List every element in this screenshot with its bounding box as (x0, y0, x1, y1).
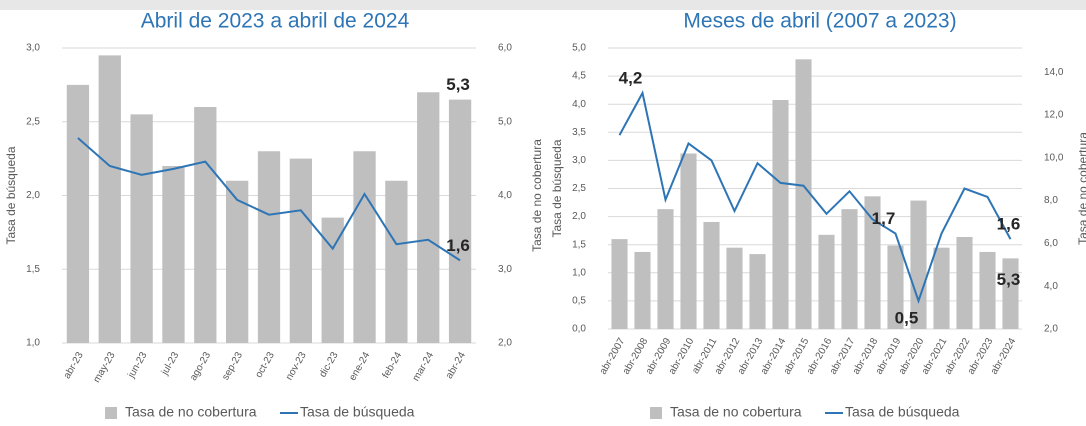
bar (417, 92, 440, 343)
bar (933, 247, 950, 329)
y-tick-label: 1,5 (26, 264, 40, 275)
legend-label: Tasa de búsqueda (300, 404, 415, 420)
bar (657, 209, 674, 329)
x-tick-label: oct-23 (253, 350, 277, 380)
bar (162, 166, 185, 343)
y-tick-label: 2,5 (26, 116, 40, 127)
bar (979, 251, 996, 329)
y-tick-label: 1,5 (572, 239, 586, 250)
legend-label: Tasa de no cobertura (125, 404, 257, 420)
x-tick-label: nov-23 (284, 350, 309, 382)
y2-tick-label: 3,0 (498, 264, 512, 275)
y2-tick-label: 2,0 (1044, 324, 1058, 335)
x-tick-label: mar-24 (411, 350, 437, 383)
x-tick-label: abr-23 (62, 350, 86, 381)
bar (385, 180, 408, 343)
y-tick-label: 5,0 (572, 43, 586, 54)
y-tick-label: 3,0 (26, 43, 40, 54)
legend-swatch (650, 407, 662, 419)
x-tick-label: feb-24 (381, 350, 405, 380)
bar (611, 239, 628, 329)
y-tick-label: 4,5 (572, 71, 586, 82)
y-tick-label: 3,0 (572, 155, 586, 166)
y2-tick-label: 6,0 (498, 43, 512, 54)
legend-swatch (105, 407, 117, 419)
chart-title: Meses de abril (2007 a 2023) (683, 10, 956, 33)
bar (887, 245, 904, 329)
bar (772, 100, 789, 329)
y2-tick-label: 12,0 (1044, 110, 1064, 121)
x-tick-label: jul-23 (159, 350, 181, 378)
bar (634, 251, 651, 329)
bar (910, 200, 927, 329)
legend-label: Tasa de no cobertura (670, 404, 802, 420)
value-label: 1,7 (872, 209, 896, 228)
x-tick-label: jun-23 (126, 350, 150, 381)
bar (289, 158, 312, 343)
x-tick-label: abr-24 (444, 350, 468, 381)
y-tick-label: 4,0 (572, 99, 586, 110)
y-tick-label: 2,0 (26, 190, 40, 201)
y2-axis-title: Tasa de no cobertura (530, 139, 544, 252)
bar (841, 209, 858, 329)
y-tick-label: 2,5 (572, 183, 586, 194)
bar (66, 84, 90, 343)
bar (956, 236, 973, 329)
bar (321, 217, 344, 343)
bar (1002, 258, 1019, 329)
line (618, 90, 1012, 304)
y2-tick-label: 14,0 (1044, 67, 1064, 78)
bar (795, 59, 812, 330)
y-tick-label: 0,5 (572, 296, 586, 307)
legend-label: Tasa de búsqueda (845, 404, 960, 420)
x-tick-label: sep-23 (220, 350, 245, 382)
line (77, 137, 461, 262)
value-label: 5,3 (997, 270, 1021, 289)
bar (130, 114, 153, 343)
bar (194, 107, 217, 343)
bar (226, 180, 249, 343)
y-axis-title: Tasa de búsqueda (4, 146, 18, 244)
bar (353, 151, 376, 343)
bar (864, 196, 881, 329)
value-label: 0,5 (895, 308, 919, 327)
bar (680, 153, 697, 329)
x-tick-label: may-23 (91, 350, 117, 385)
y2-tick-label: 4,0 (498, 190, 512, 201)
y2-tick-label: 8,0 (1044, 195, 1058, 206)
y2-tick-label: 4,0 (1044, 281, 1058, 292)
x-tick-label: ago-23 (188, 350, 213, 383)
y-axis-title: Tasa de búsqueda (550, 139, 564, 237)
x-tick-label: dic-23 (317, 350, 340, 379)
y2-tick-label: 5,0 (498, 116, 512, 127)
bar (726, 247, 743, 329)
value-label: 1,6 (997, 215, 1021, 234)
y-tick-label: 1,0 (26, 338, 40, 349)
bar (749, 254, 766, 329)
y-tick-label: 0,0 (572, 324, 586, 335)
value-label: 4,2 (619, 68, 643, 87)
value-label: 1,6 (446, 236, 470, 255)
y2-tick-label: 2,0 (498, 338, 512, 349)
bar (448, 99, 472, 343)
chart-title: Abril de 2023 a abril de 2024 (141, 10, 410, 33)
y2-axis-title: Tasa de no cobertura (1076, 132, 1086, 245)
bar (818, 234, 835, 329)
top-strip (0, 0, 1086, 10)
value-label: 5,3 (446, 75, 470, 94)
y-tick-label: 3,5 (572, 127, 586, 138)
y2-tick-label: 10,0 (1044, 152, 1064, 163)
x-tick-label: ene-24 (347, 350, 372, 383)
bar (98, 55, 121, 343)
bar (703, 221, 720, 329)
y-tick-label: 2,0 (572, 211, 586, 222)
y-tick-label: 1,0 (572, 267, 586, 278)
y2-tick-label: 6,0 (1044, 238, 1058, 249)
bar (257, 151, 281, 343)
